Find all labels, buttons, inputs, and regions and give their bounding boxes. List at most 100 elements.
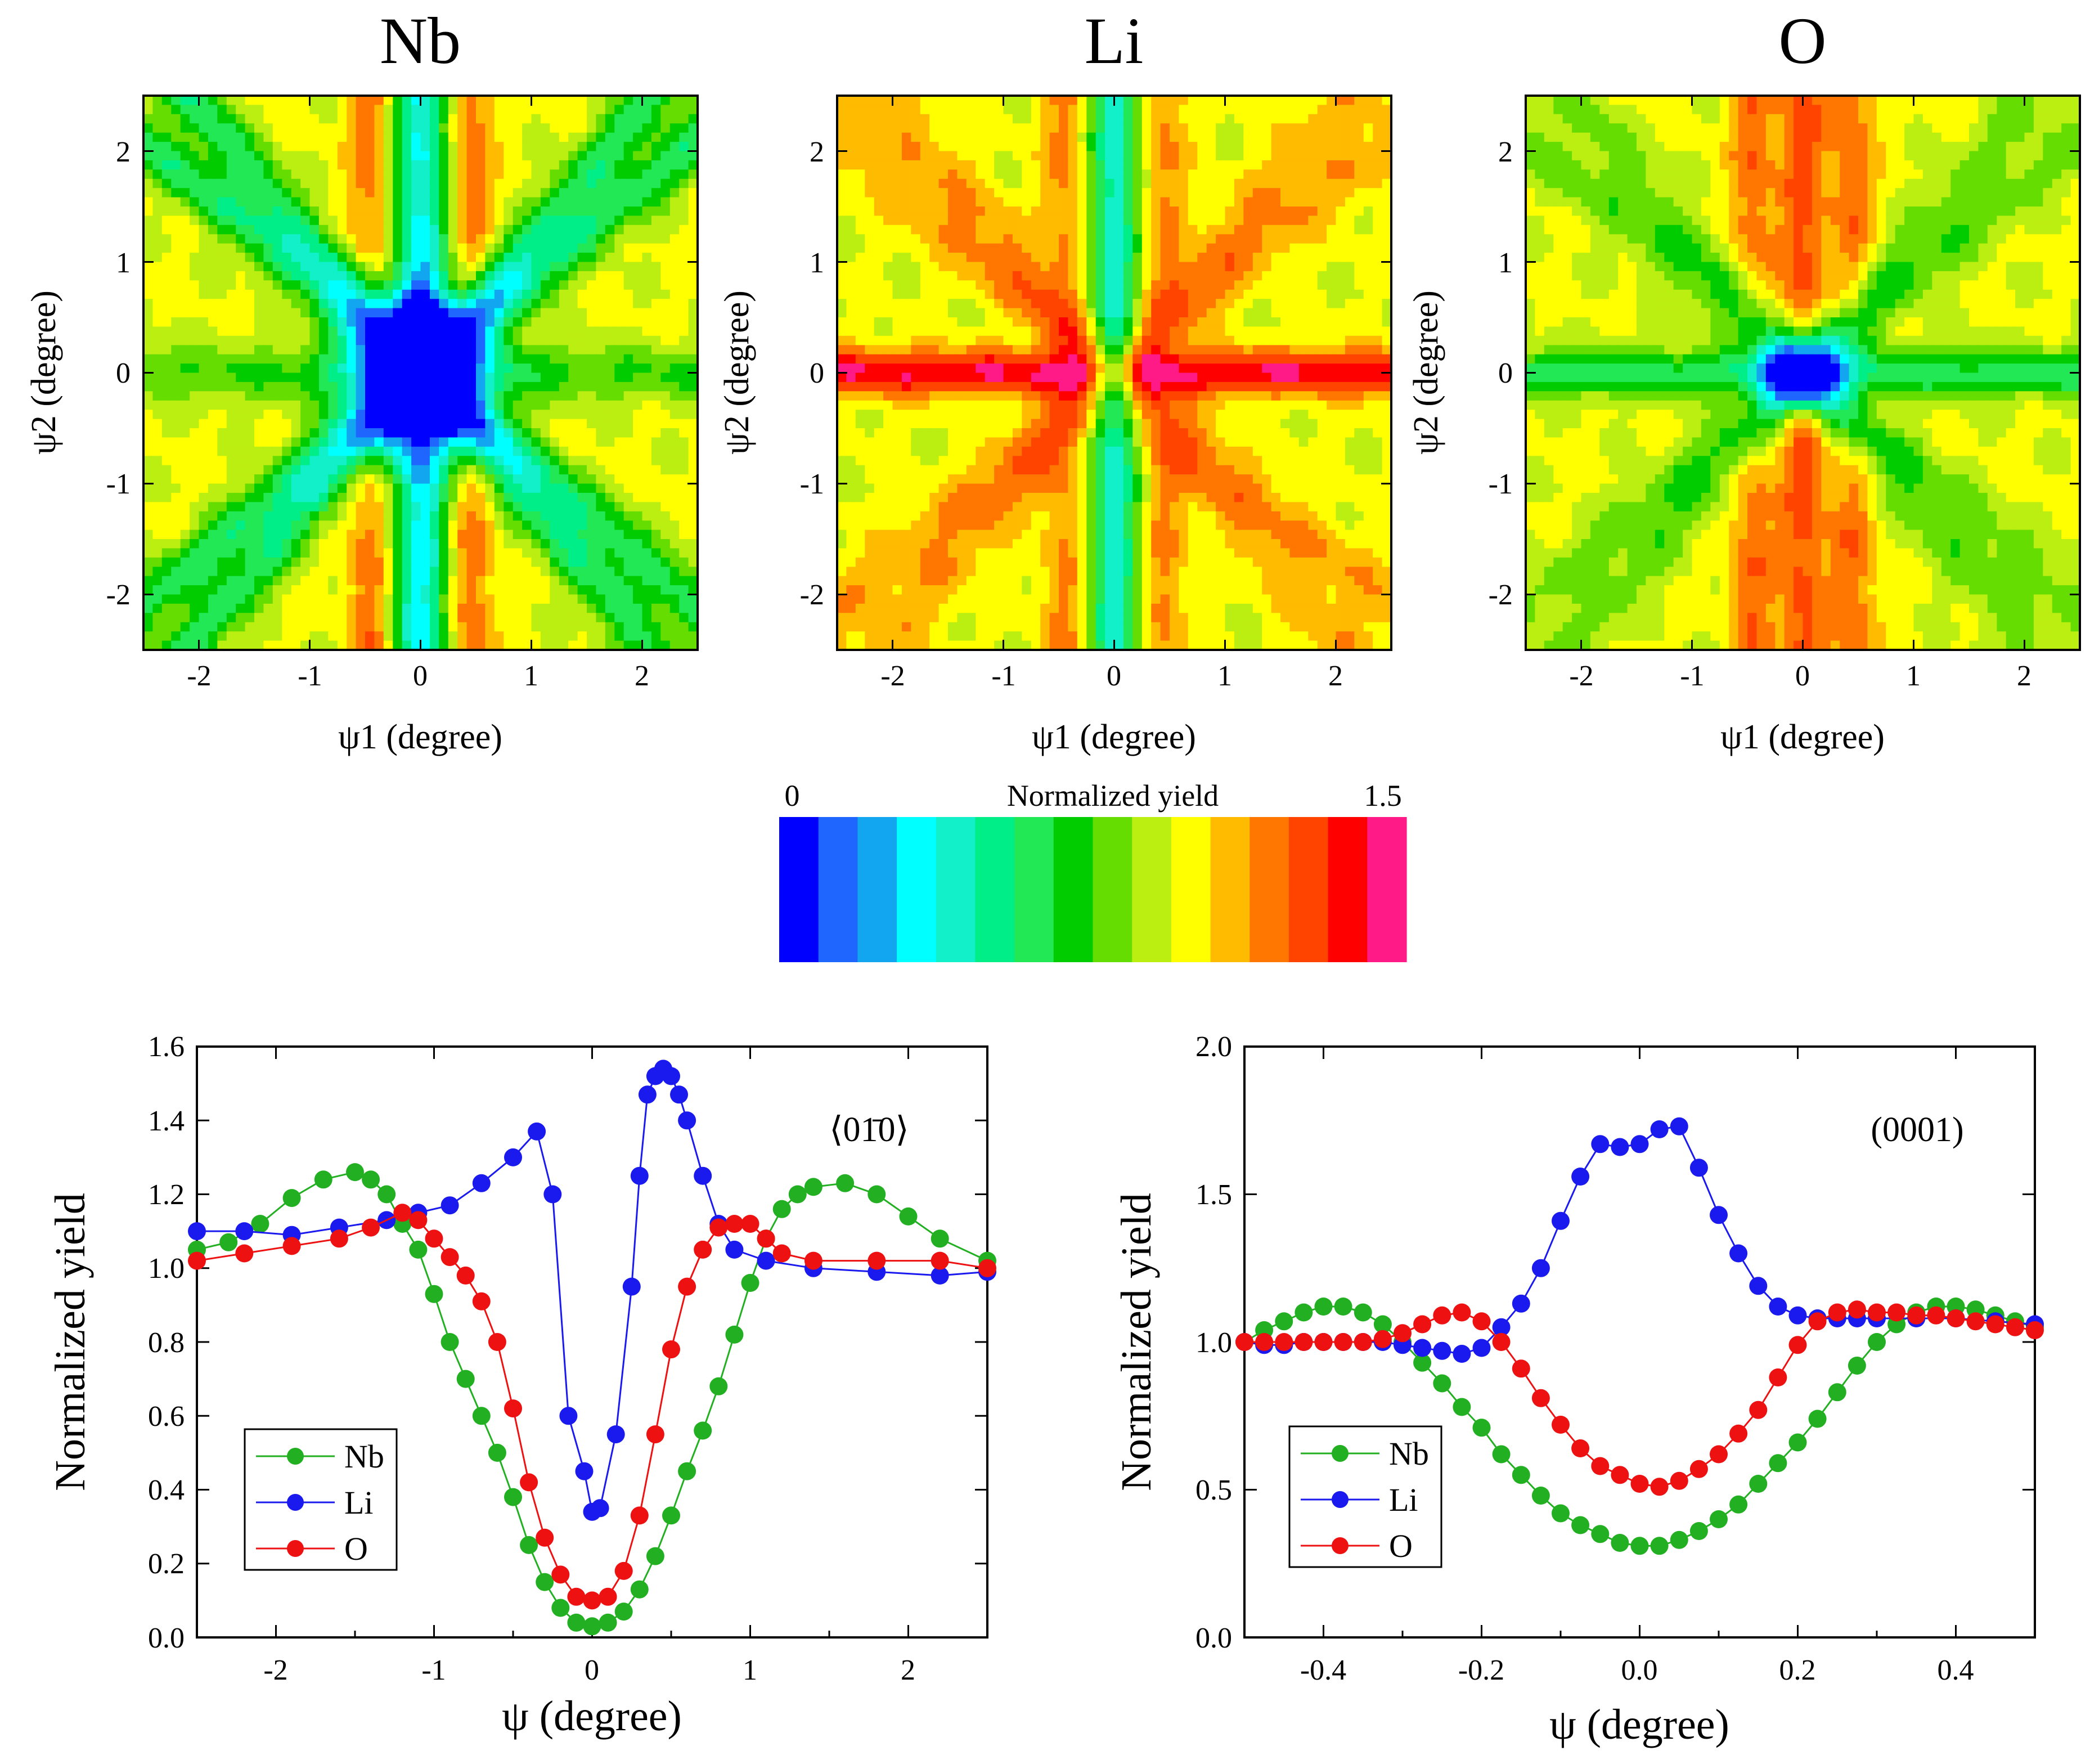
- heatmap-cell: [929, 216, 940, 226]
- heatmap-cell: [513, 169, 523, 179]
- heatmap-cell: [1095, 151, 1105, 161]
- heatmap-cell: [374, 585, 384, 595]
- heatmap-cell: [152, 567, 163, 577]
- heatmap-cell: [550, 622, 560, 632]
- heatmap-cell: [254, 474, 264, 484]
- heatmap-cell: [291, 151, 301, 161]
- heatmap-cell: [245, 317, 255, 327]
- heatmap-cell: [1317, 262, 1327, 272]
- heatmap-cell: [309, 354, 320, 364]
- heatmap-cell: [245, 253, 255, 263]
- heatmap-cell: [263, 345, 273, 355]
- heatmap-cell: [1151, 234, 1161, 244]
- heatmap-cell: [605, 363, 615, 374]
- heatmap-cell: [957, 142, 967, 152]
- heatmap-cell: [688, 308, 698, 318]
- heatmap-cell: [1206, 151, 1216, 161]
- heatmap-cell: [402, 520, 412, 531]
- heatmap-cell: [171, 400, 181, 410]
- heatmap-cell: [531, 529, 541, 540]
- heatmap-cell: [513, 253, 523, 263]
- heatmap-cell: [837, 132, 847, 142]
- heatmap-cell: [540, 456, 550, 466]
- heatmap-cell: [282, 299, 292, 309]
- heatmap-cell: [143, 271, 154, 281]
- heatmap-cell: [383, 280, 393, 290]
- heatmap-cell: [365, 271, 375, 281]
- heatmap-cell: [309, 622, 320, 632]
- heatmap-cell: [596, 178, 606, 188]
- heatmap-cell: [920, 105, 930, 115]
- heatmap-cell: [1327, 207, 1337, 217]
- heatmap-cell: [513, 585, 523, 595]
- heatmap-cell: [1059, 225, 1069, 235]
- heatmap-cell: [1206, 96, 1216, 106]
- heatmap-cell: [309, 151, 320, 161]
- heatmap-cell: [976, 253, 986, 263]
- heatmap-cell: [466, 234, 477, 244]
- heatmap-cell: [596, 437, 606, 447]
- heatmap-cell: [559, 529, 569, 540]
- heatmap-cell: [217, 520, 227, 531]
- heatmap-cell: [383, 492, 393, 502]
- heatmap-cell: [605, 326, 615, 336]
- heatmap-cell: [208, 299, 218, 309]
- heatmap-cell: [1188, 169, 1198, 179]
- heatmap-cell: [1160, 105, 1170, 115]
- heatmap-cell: [254, 520, 264, 531]
- heatmap-cell: [1068, 207, 1078, 217]
- heatmap-cell: [226, 483, 236, 493]
- heatmap-cell: [365, 160, 375, 170]
- heatmap-cell: [559, 363, 569, 374]
- heatmap-cell: [1123, 207, 1133, 217]
- heatmap-cell: [1188, 105, 1198, 115]
- heatmap-cell: [161, 317, 172, 327]
- heatmap-cell: [1206, 188, 1216, 198]
- heatmap-cell: [356, 96, 366, 106]
- heatmap-cell: [1179, 123, 1189, 133]
- heatmap-cell: [1243, 225, 1253, 235]
- heatmap-cell: [272, 437, 282, 447]
- heatmap-cell: [587, 114, 597, 124]
- heatmap-cell: [577, 326, 587, 336]
- heatmap-cell: [1308, 234, 1318, 244]
- heatmap-cell: [143, 326, 154, 336]
- heatmap-cell: [439, 169, 449, 179]
- heatmap-cell: [855, 197, 865, 207]
- heatmap-cell: [374, 354, 384, 364]
- heatmap-cell: [642, 631, 652, 641]
- heatmap-cell: [1280, 197, 1291, 207]
- heatmap-cell: [642, 548, 652, 558]
- heatmap-cell: [337, 529, 347, 540]
- heatmap-cell: [143, 317, 154, 327]
- heatmap-cell: [522, 437, 532, 447]
- heatmap-cell: [513, 391, 523, 401]
- heatmap-cell: [577, 345, 587, 355]
- heatmap-cell: [309, 132, 320, 142]
- heatmap-cell: [466, 262, 477, 272]
- heatmap-cell: [439, 299, 449, 309]
- heatmap-cell: [976, 225, 986, 235]
- heatmap-cell: [328, 123, 338, 133]
- heatmap-cell: [623, 502, 633, 512]
- heatmap-cell: [614, 567, 624, 577]
- heatmap-cell: [605, 142, 615, 152]
- heatmap-cell: [605, 631, 615, 641]
- heatmap-cell: [679, 446, 689, 456]
- heatmap-cell: [383, 262, 393, 272]
- heatmap-cell: [429, 308, 439, 318]
- heatmap-cell: [1049, 234, 1059, 244]
- heatmap-cell: [976, 234, 986, 244]
- heatmap-cell: [272, 132, 282, 142]
- heatmap-cell: [347, 567, 357, 577]
- heatmap-cell: [957, 169, 967, 179]
- heatmap-cell: [365, 243, 375, 253]
- heatmap-cell: [1243, 216, 1253, 226]
- heatmap-cell: [402, 613, 412, 623]
- heatmap-cell: [457, 253, 468, 263]
- heatmap-cell: [1188, 262, 1198, 272]
- heatmap-cell: [1271, 188, 1281, 198]
- heatmap-cell: [1068, 142, 1078, 152]
- heatmap-cell: [669, 132, 680, 142]
- heatmap-cell: [1197, 253, 1207, 263]
